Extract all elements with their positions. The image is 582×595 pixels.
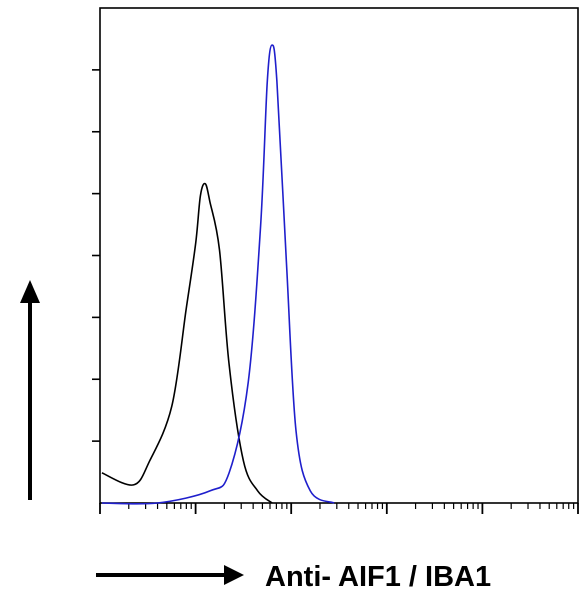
plot-frame bbox=[99, 7, 579, 504]
x-axis-ticks bbox=[99, 503, 579, 514]
series-layer bbox=[101, 44, 335, 505]
series-line-1 bbox=[101, 182, 273, 504]
x-axis-arrowhead bbox=[224, 565, 244, 585]
x-axis-label: Anti- AIF1 / IBA1 bbox=[265, 561, 491, 593]
y-axis-arrowhead bbox=[20, 280, 40, 303]
series-line-2 bbox=[101, 44, 335, 505]
y-axis-ticks bbox=[92, 69, 100, 442]
